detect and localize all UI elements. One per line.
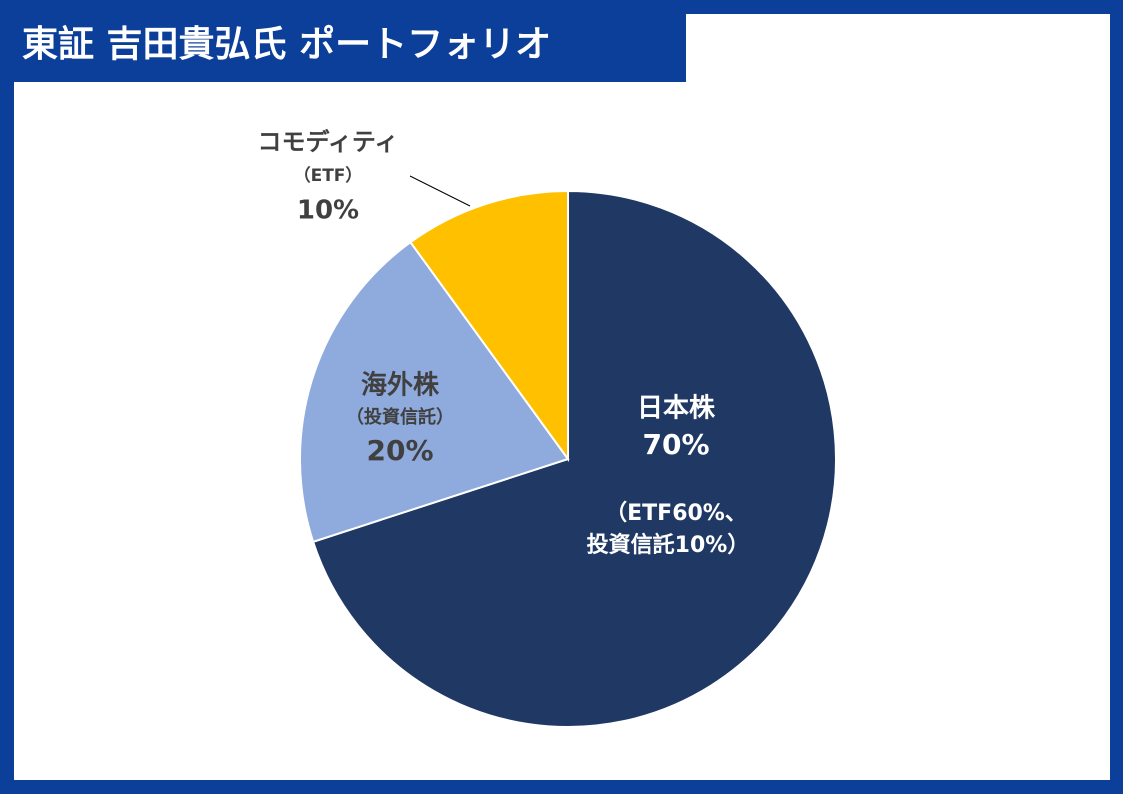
slice-sublabel: （ETF60%、: [605, 501, 747, 526]
slice-label: 日本株: [637, 394, 716, 424]
value-label: 10%: [297, 196, 359, 226]
leader-line: [409, 175, 471, 207]
chart-title: 東証 吉田貴弘氏 ポートフォリオ: [22, 23, 551, 65]
title-box: [0, 0, 686, 82]
pie-slice: [409, 189, 569, 463]
slice-sublabel: （投資信託）: [346, 406, 454, 428]
slice-label: コモディティ: [258, 128, 399, 156]
pie-slice: [299, 240, 570, 544]
slice-sublabel: 投資信託10%）: [587, 532, 750, 558]
slice-label: 海外株: [361, 371, 440, 401]
value-label: 70%: [642, 428, 709, 461]
slice-sublabel: （ETF）: [294, 165, 363, 186]
value-label: 20%: [366, 434, 433, 467]
pie-slice: [311, 189, 837, 728]
